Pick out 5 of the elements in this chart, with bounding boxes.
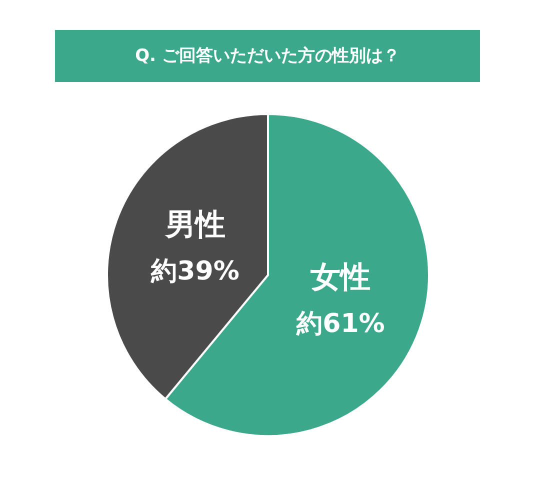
slice-label: 女性 (310, 260, 371, 295)
data-label: 約39% (150, 256, 240, 287)
data-label: 約61% (296, 308, 385, 339)
slice-label: 男性 (164, 208, 226, 243)
chart-title: Q. ご回答いただいた方の性別は？ (55, 30, 480, 82)
